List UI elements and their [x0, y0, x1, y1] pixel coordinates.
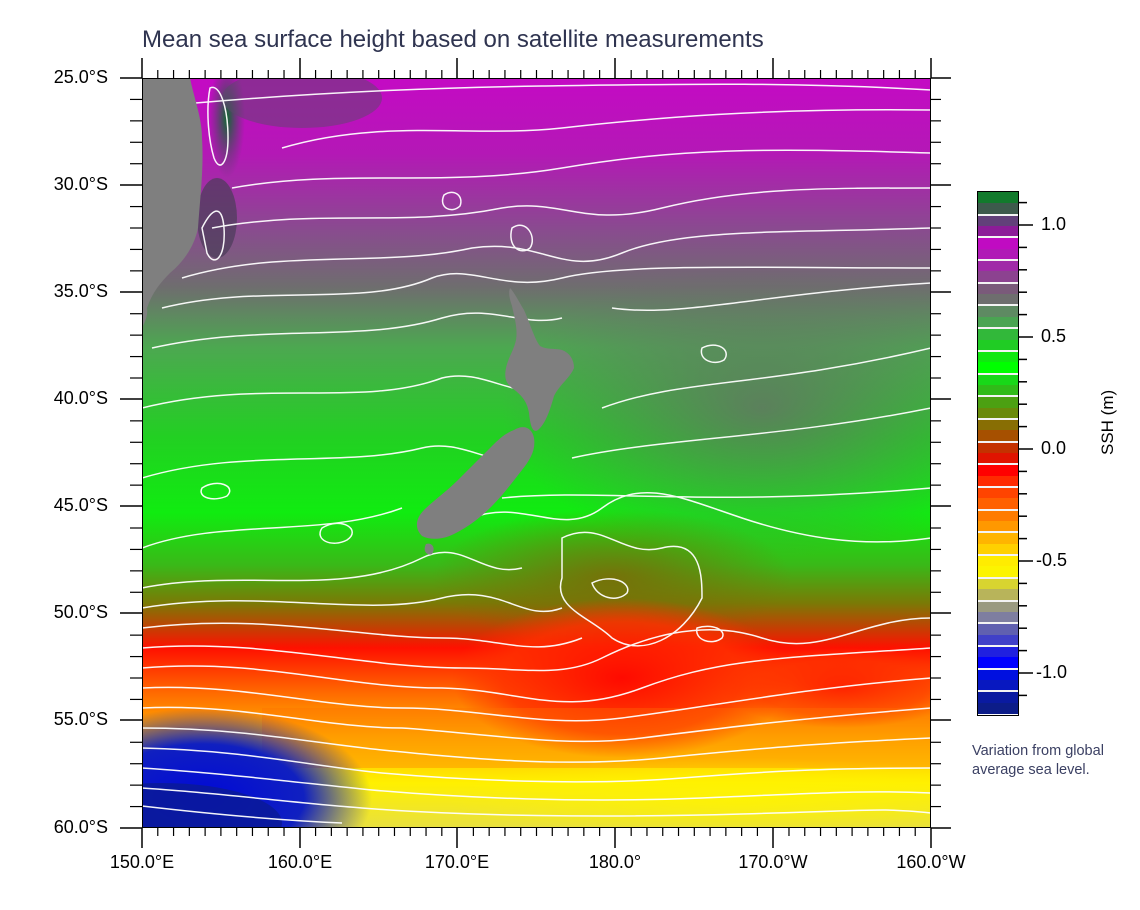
colorbar-segment: [978, 611, 1018, 624]
colorbar-segment: [978, 248, 1018, 261]
colorbar-segment: [978, 214, 1018, 227]
colorbar-tick-label: 1.0: [1041, 214, 1067, 234]
colorbar-divider: [978, 576, 1018, 579]
colorbar-segment: [978, 487, 1018, 499]
colorbar-divider: [978, 304, 1018, 307]
colorbar-note: Variation from global average sea level.: [972, 743, 1104, 778]
y-tick-label: 30.0°S: [53, 174, 108, 194]
colorbar-segment: [978, 316, 1018, 329]
colorbar-segment: [978, 702, 1018, 715]
x-tick-label: 160.0°E: [267, 852, 333, 872]
colorbar-divider: [978, 327, 1018, 330]
colorbar-segment: [978, 555, 1018, 567]
colorbar-ticks: [1019, 201, 1033, 697]
colorbar-segment: [978, 339, 1018, 352]
colorbar-segment: [978, 577, 1018, 590]
colorbar-segment: [978, 384, 1018, 397]
x-tick-label: 160.0°W: [896, 852, 966, 872]
colorbar-divider: [978, 486, 1018, 489]
colorbar-segment: [978, 566, 1018, 579]
colorbar-divider: [978, 440, 1018, 443]
y-tick-label: 40.0°S: [53, 388, 108, 408]
colorbar-divider: [978, 417, 1018, 420]
colorbar-divider: [978, 213, 1018, 216]
colorbar-divider: [978, 463, 1018, 466]
colorbar-segment: [978, 271, 1018, 284]
colorbar-segment: [978, 634, 1018, 647]
colorbar-segment: [978, 418, 1018, 431]
colorbar-segment: [978, 260, 1018, 272]
colorbar-divider: [978, 599, 1018, 602]
colorbar-segment: [978, 441, 1018, 454]
colorbar: [977, 191, 1019, 716]
colorbar-unit-label: SSH (m): [1098, 389, 1117, 455]
colorbar-segment: [978, 305, 1018, 318]
colorbar-tick-label: -1.0: [1036, 662, 1068, 682]
colorbar-segment: [978, 373, 1018, 386]
colorbar-segment: [978, 464, 1018, 477]
colorbar-divider: [978, 395, 1018, 398]
colorbar-divider: [978, 372, 1018, 375]
colorbar-segment: [978, 509, 1018, 522]
colorbar-segment: [978, 453, 1018, 465]
y-tick-label: 55.0°S: [53, 709, 108, 729]
colorbar-segment: [978, 294, 1018, 306]
new-zealand-north-island: [505, 288, 574, 431]
colorbar-tick-label: 0.0: [1041, 438, 1067, 458]
colorbar-divider: [978, 259, 1018, 262]
colorbar-segment: [978, 532, 1018, 545]
colorbar-segment: [978, 691, 1018, 704]
chart-title: Mean sea surface height based on satelli…: [142, 26, 764, 53]
colorbar-segment: [978, 657, 1018, 670]
colorbar-segment: [978, 521, 1018, 533]
colorbar-divider: [978, 281, 1018, 284]
x-tick-label: 170.0°W: [738, 852, 808, 872]
colorbar-segment: [978, 396, 1018, 409]
colorbar-divider: [978, 531, 1018, 534]
colorbar-divider: [978, 667, 1018, 670]
x-tick-label: 150.0°E: [109, 852, 175, 872]
colorbar-divider: [978, 622, 1018, 625]
colorbar-segment: [978, 350, 1018, 363]
y-tick-label: 60.0°S: [53, 817, 108, 837]
colorbar-segment: [978, 192, 1018, 204]
y-tick-label: 25.0°S: [53, 67, 108, 87]
colorbar-segment: [978, 226, 1018, 238]
colorbar-segment: [978, 475, 1018, 488]
new-zealand-south-island: [416, 427, 535, 539]
colorbar-tick-label: -0.5: [1036, 550, 1068, 570]
colorbar-segment: [978, 600, 1018, 613]
colorbar-segment: [978, 328, 1018, 341]
y-tick-label: 35.0°S: [53, 281, 108, 301]
colorbar-segment: [978, 645, 1018, 658]
ssh-map-plot: [142, 78, 931, 828]
x-tick-label: 180.0°: [588, 852, 642, 872]
colorbar-divider: [978, 554, 1018, 557]
colorbar-divider: [978, 644, 1018, 647]
y-tick-label: 45.0°S: [53, 495, 108, 515]
colorbar-segment: [978, 623, 1018, 636]
colorbar-segment: [978, 237, 1018, 250]
colorbar-segment: [978, 430, 1018, 443]
colorbar-segment: [978, 679, 1018, 692]
colorbar-segment: [978, 589, 1018, 602]
contour-lines: [142, 83, 931, 824]
australia-landmass: [142, 78, 203, 318]
colorbar-divider: [978, 349, 1018, 352]
colorbar-segment: [978, 543, 1018, 556]
colorbar-tick-label: 0.5: [1041, 326, 1067, 346]
colorbar-divider: [978, 236, 1018, 239]
colorbar-divider: [978, 690, 1018, 693]
colorbar-segment: [978, 203, 1018, 216]
colorbar-divider: [978, 508, 1018, 511]
colorbar-segment: [978, 282, 1018, 295]
colorbar-segment: [978, 407, 1018, 420]
colorbar-segment: [978, 668, 1018, 681]
ssh-field: [142, 78, 931, 828]
x-tick-label: 170.0°E: [424, 852, 490, 872]
colorbar-segment: [978, 498, 1018, 511]
y-tick-label: 50.0°S: [53, 602, 108, 622]
colorbar-segment: [978, 362, 1018, 375]
